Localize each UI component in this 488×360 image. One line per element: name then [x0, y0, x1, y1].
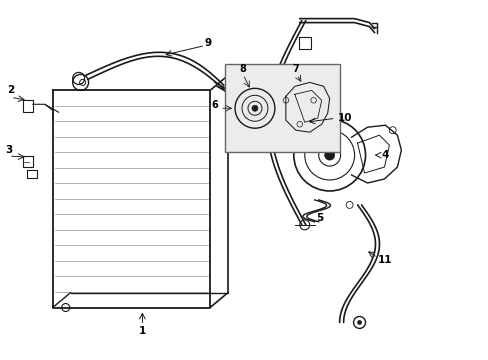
Circle shape	[251, 105, 258, 111]
Circle shape	[357, 320, 361, 324]
Text: 7: 7	[292, 64, 299, 75]
Text: 1: 1	[139, 327, 146, 336]
Text: 2: 2	[7, 85, 15, 95]
Text: 10: 10	[337, 113, 351, 123]
Text: 8: 8	[239, 64, 245, 75]
Text: 3: 3	[5, 145, 13, 155]
Text: 6: 6	[211, 100, 218, 110]
Bar	[224, 64, 339, 152]
Text: 11: 11	[377, 255, 391, 265]
Text: 5: 5	[315, 213, 323, 223]
Text: 9: 9	[204, 37, 211, 48]
Circle shape	[324, 150, 334, 160]
Text: 4: 4	[381, 150, 388, 160]
